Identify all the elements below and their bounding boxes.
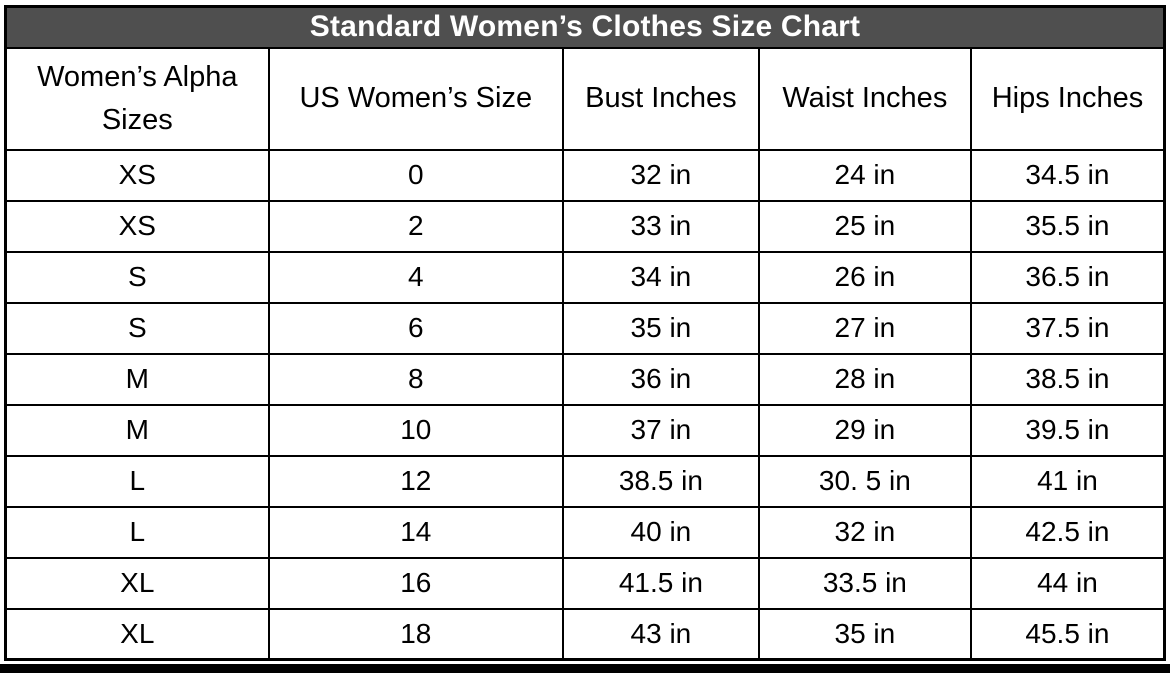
- table-cell: 30. 5 in: [757, 454, 972, 508]
- table-cell: 43 in: [561, 607, 760, 661]
- column-header: Women’s Alpha Sizes: [4, 46, 270, 151]
- table-cell: L: [4, 505, 270, 559]
- table-cell: XS: [4, 148, 270, 202]
- table-cell: 24 in: [757, 148, 972, 202]
- table-cell: 14: [267, 505, 564, 559]
- table-cell: 2: [267, 199, 564, 253]
- table-cell: S: [4, 301, 270, 355]
- column-header: Bust Inches: [561, 46, 760, 151]
- table-row: M 10 37 in 29 in 39.5 in: [4, 403, 1166, 457]
- table-cell: 4: [267, 250, 564, 304]
- table-row: L 12 38.5 in 30. 5 in 41 in: [4, 454, 1166, 508]
- table-cell: 8: [267, 352, 564, 406]
- table-cell: M: [4, 352, 270, 406]
- title-row: Standard Women’s Clothes Size Chart: [4, 5, 1166, 49]
- table-cell: 16: [267, 556, 564, 610]
- table-cell: 34 in: [561, 250, 760, 304]
- table-row: M 8 36 in 28 in 38.5 in: [4, 352, 1166, 406]
- table-cell: 32 in: [757, 505, 972, 559]
- size-chart-table: Standard Women’s Clothes Size Chart Wome…: [4, 5, 1166, 661]
- table-cell: 26 in: [757, 250, 972, 304]
- table-cell: 18: [267, 607, 564, 661]
- table-row: S 4 34 in 26 in 36.5 in: [4, 250, 1166, 304]
- table-row: XS 2 33 in 25 in 35.5 in: [4, 199, 1166, 253]
- table-cell: 36.5 in: [969, 250, 1166, 304]
- table-cell: L: [4, 454, 270, 508]
- table-cell: M: [4, 403, 270, 457]
- table-cell: 34.5 in: [969, 148, 1166, 202]
- table-cell: 10: [267, 403, 564, 457]
- table-body: XS 0 32 in 24 in 34.5 in XS 2 33 in 25 in 35.5 in…: [4, 148, 1166, 661]
- table-row: XL 16 41.5 in 33.5 in 44 in: [4, 556, 1166, 610]
- table-cell: 36 in: [561, 352, 760, 406]
- column-header: Waist Inches: [757, 46, 972, 151]
- table-cell: XL: [4, 607, 270, 661]
- table-cell: 37 in: [561, 403, 760, 457]
- table-cell: 33.5 in: [757, 556, 972, 610]
- table-cell: 29 in: [757, 403, 972, 457]
- table-cell: 38.5 in: [969, 352, 1166, 406]
- table-cell: 32 in: [561, 148, 760, 202]
- table-cell: S: [4, 250, 270, 304]
- table-cell: 40 in: [561, 505, 760, 559]
- table-cell: 6: [267, 301, 564, 355]
- table-cell: 33 in: [561, 199, 760, 253]
- column-header: Hips Inches: [969, 46, 1166, 151]
- table-cell: 35 in: [561, 301, 760, 355]
- header-row: Women’s Alpha Sizes US Women’s Size Bust I…: [4, 46, 1166, 151]
- table-cell: 12: [267, 454, 564, 508]
- table-row: XL 18 43 in 35 in 45.5 in: [4, 607, 1166, 661]
- table-cell: 42.5 in: [969, 505, 1166, 559]
- table-cell: 28 in: [757, 352, 972, 406]
- table-cell: 39.5 in: [969, 403, 1166, 457]
- table-row: L 14 40 in 32 in 42.5 in: [4, 505, 1166, 559]
- table-title: Standard Women’s Clothes Size Chart: [4, 5, 1166, 49]
- table-cell: 41.5 in: [561, 556, 760, 610]
- table-cell: 37.5 in: [969, 301, 1166, 355]
- table-cell: 38.5 in: [561, 454, 760, 508]
- table-cell: 41 in: [969, 454, 1166, 508]
- table-row: S 6 35 in 27 in 37.5 in: [4, 301, 1166, 355]
- bottom-border-bar: [0, 664, 1170, 673]
- table-cell: XL: [4, 556, 270, 610]
- table-cell: 27 in: [757, 301, 972, 355]
- table-cell: 25 in: [757, 199, 972, 253]
- table-cell: 35 in: [757, 607, 972, 661]
- table-cell: 0: [267, 148, 564, 202]
- column-header: US Women’s Size: [267, 46, 564, 151]
- table-cell: 45.5 in: [969, 607, 1166, 661]
- table-cell: 35.5 in: [969, 199, 1166, 253]
- table-row: XS 0 32 in 24 in 34.5 in: [4, 148, 1166, 202]
- table-cell: 44 in: [969, 556, 1166, 610]
- table-cell: XS: [4, 199, 270, 253]
